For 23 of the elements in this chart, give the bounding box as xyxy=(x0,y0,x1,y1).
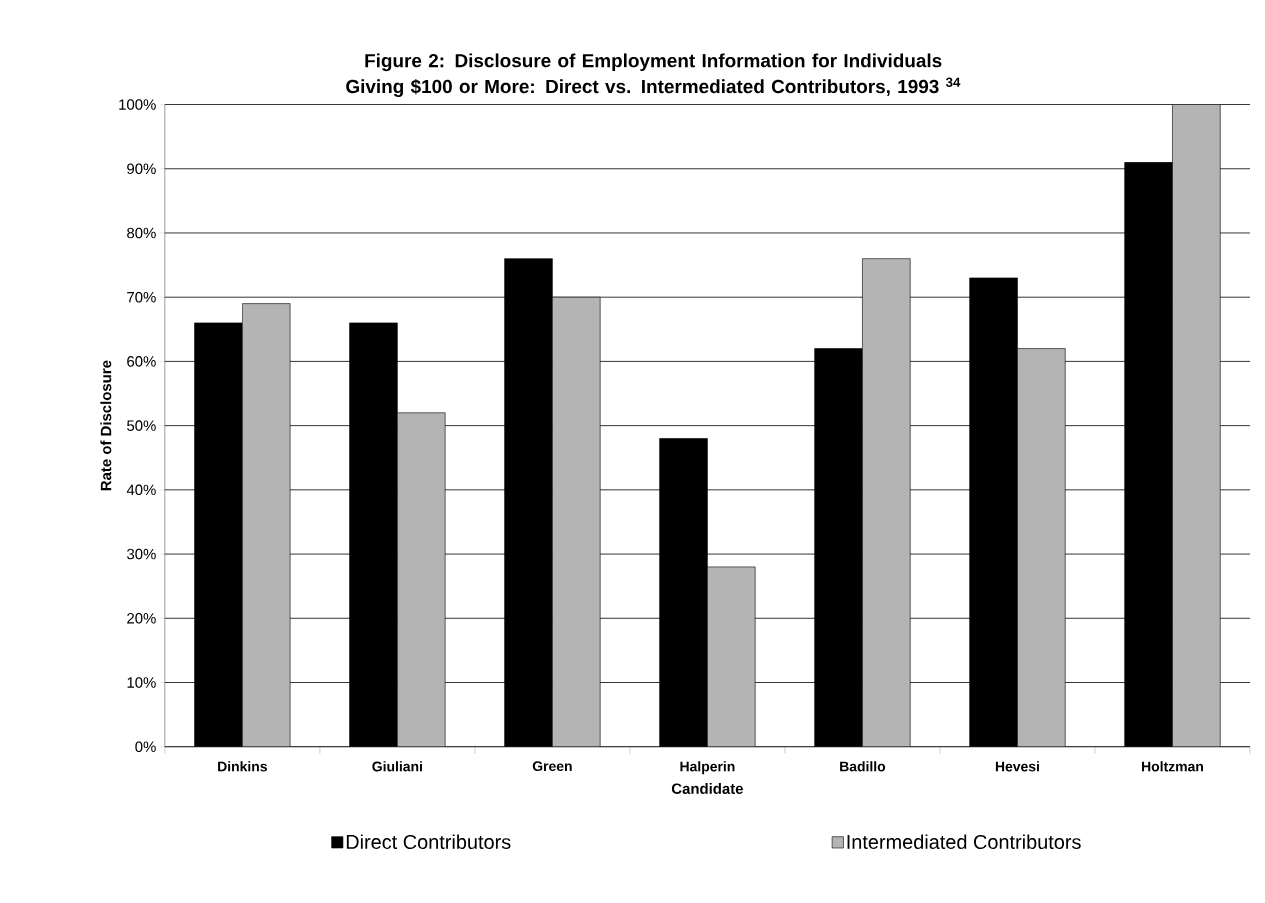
chart-title: Figure 2: Disclosure of Employment Information for Individuals Giving $100 or More: Direct vs. Intermediated Contributors, 1993 $^{34}$ xyxy=(346,53,961,98)
y-tick-label: 90% xyxy=(127,163,156,175)
x-tick-label: Green xyxy=(532,761,572,772)
y-tick-label: 100% xyxy=(119,99,156,110)
x-tick-label: Hevesi xyxy=(995,761,1039,772)
x-tick-label: Halperin xyxy=(680,761,735,775)
y-tick-label: 10% xyxy=(127,677,156,688)
y-tick-label: 60% xyxy=(127,356,156,367)
y-tick-label: 20% xyxy=(127,612,156,624)
x-tick-label: Badillo xyxy=(840,761,886,772)
y-tick-label: 30% xyxy=(127,548,156,560)
x-tick-label: Giuliani xyxy=(372,761,422,772)
y-tick-label: 80% xyxy=(127,227,156,239)
y-tick-label: 40% xyxy=(126,484,156,496)
x-axis-title: Candidate xyxy=(671,782,743,794)
y-tick-label: 50% xyxy=(127,420,156,431)
y-tick-label: 70% xyxy=(127,291,156,303)
x-tick-label: Dinkins xyxy=(218,761,267,772)
x-tick-label: Holtzman xyxy=(1142,761,1203,772)
y-tick-label: 0% xyxy=(135,741,156,752)
legend-label: Direct Contributors xyxy=(346,834,511,849)
legend-label: Intermediated Contributors xyxy=(847,834,1081,849)
y-axis-title: Rate of Disclosure xyxy=(100,360,112,491)
